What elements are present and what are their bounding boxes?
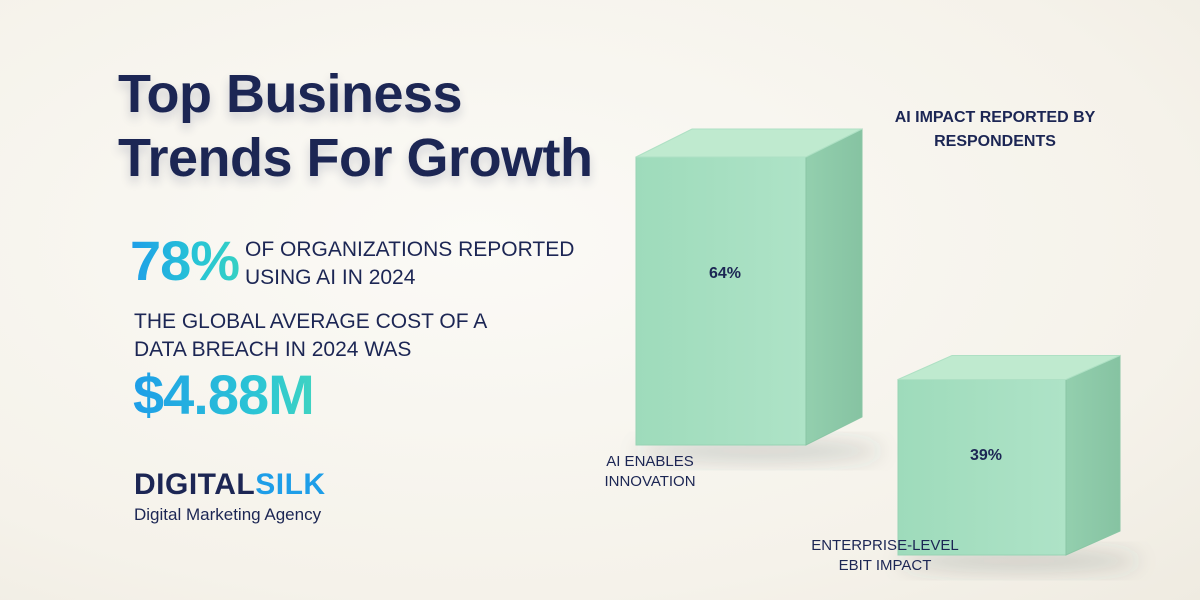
bar-side-1	[1065, 354, 1121, 556]
bar-value-label-0: 64%	[709, 265, 741, 282]
chart-title-line-2: RESPONDENTS	[934, 133, 1056, 150]
category-label-ai-enables-innovation: AI ENABLES INNOVATION	[585, 452, 715, 492]
breach-label-line-1: THE GLOBAL AVERAGE COST OF A	[134, 310, 488, 333]
headline-line-2: Trends For Growth	[118, 128, 593, 188]
category-label-1-line-2: EBIT IMPACT	[838, 557, 932, 574]
category-label-0-line-1: AI ENABLES	[606, 453, 694, 470]
breach-cost-stat-label: THE GLOBAL AVERAGE COST OF A DATA BREACH…	[134, 308, 487, 364]
chart-title: AI IMPACT REPORTED BY RESPONDENTS	[880, 106, 1110, 154]
category-label-1-line-1: ENTERPRISE-LEVEL	[811, 537, 959, 554]
ai-usage-label-line-1: OF ORGANIZATIONS REPORTED	[245, 238, 575, 261]
bar-1: 39%	[897, 354, 1140, 573]
bar-value-label-1: 39%	[970, 447, 1002, 464]
brand-logo: DIGITALSILK	[134, 469, 326, 501]
ai-usage-stat-value: 78%	[130, 229, 240, 292]
category-label-0-line-2: INNOVATION	[604, 473, 696, 490]
bar-front-0	[635, 156, 807, 446]
bar-0: 64%	[635, 128, 882, 463]
bar-top-0	[635, 128, 863, 158]
brand-name-part-1: DIGITAL	[134, 468, 256, 501]
chart-title-line-1: AI IMPACT REPORTED BY	[894, 109, 1096, 126]
headline: Top Business Trends For Growth	[118, 62, 593, 190]
category-label-enterprise-ebit-impact: ENTERPRISE-LEVEL EBIT IMPACT	[800, 536, 970, 576]
breach-label-line-2: DATA BREACH IN 2024 WAS	[134, 338, 412, 361]
brand-name-part-2: SILK	[255, 468, 326, 501]
bar-side-0	[805, 128, 863, 446]
headline-line-1: Top Business	[118, 64, 463, 124]
brand-tagline: Digital Marketing Agency	[134, 505, 322, 524]
bar-front-1	[897, 379, 1067, 556]
ai-usage-label-line-2: USING AI IN 2024	[245, 266, 416, 289]
ai-usage-stat-label: OF ORGANIZATIONS REPORTED USING AI IN 20…	[245, 236, 574, 292]
breach-cost-stat-value: $4.88M	[133, 363, 315, 426]
bar-top-1	[897, 355, 1121, 380]
